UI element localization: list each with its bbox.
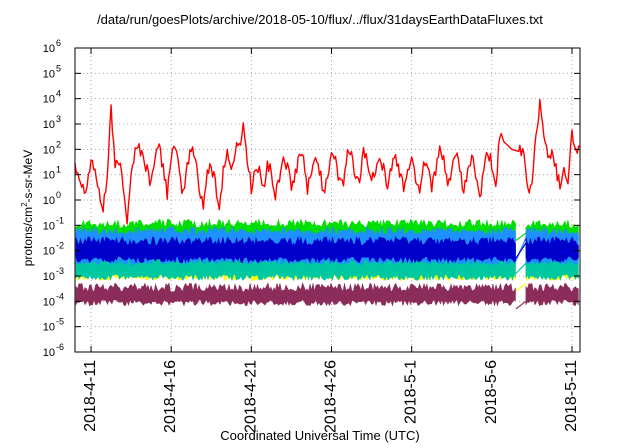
y-tick-base: 10	[43, 195, 55, 207]
y-tick-label: 10 -2	[43, 241, 64, 258]
y-tick-exp: 1	[56, 165, 61, 175]
y-tick-label: 10 3	[43, 114, 61, 131]
y-tick-base: 10	[43, 322, 55, 334]
y-tick-base: 10	[43, 246, 55, 258]
y-tick-label: 10 -3	[43, 266, 64, 283]
flux-band-gap-3	[515, 232, 527, 242]
y-tick-exp: 0	[56, 190, 61, 200]
flux-band-0	[75, 282, 516, 307]
x-tick-label: 2018-5-6	[483, 360, 500, 424]
flux-bands	[75, 218, 579, 310]
flux-line-6	[74, 98, 581, 225]
y-tick-base: 10	[43, 94, 55, 106]
y-tick-exp: 4	[56, 89, 61, 99]
y-tick-label: 10 -4	[43, 291, 64, 308]
flux-band-gap-0	[515, 300, 527, 310]
y-tick-base: 10	[43, 119, 55, 131]
x-axis-label: Coordinated Universal Time (UTC)	[220, 428, 420, 443]
y-tick-label: 10 6	[43, 38, 61, 55]
y-tick-label: 10 2	[43, 139, 61, 156]
y-tick-label: 10 -5	[43, 317, 64, 334]
x-tick-label: 2018-4-16	[162, 360, 179, 433]
chart-title: /data/run/goesPlots/archive/2018-05-10/f…	[97, 12, 543, 27]
y-tick-base: 10	[43, 144, 55, 156]
x-tick-label: 2018-4-26	[323, 360, 340, 433]
y-tick-label: 10 -1	[43, 215, 64, 232]
grid	[75, 48, 580, 352]
y-tick-base: 10	[43, 220, 55, 232]
flux-band-gap-5	[515, 242, 527, 259]
flux-band-5	[525, 236, 579, 264]
y-tick-exp: 6	[56, 38, 61, 48]
y-tick-exp: 3	[56, 114, 61, 124]
y-tick-label: 10 -6	[43, 342, 64, 359]
y-tick-exp: -6	[56, 342, 64, 352]
x-ticks: 2018-4-11 2018-4-16 2018-4-21 2018-4-26 2018…	[82, 48, 580, 433]
y-tick-exp: -2	[56, 241, 64, 251]
y-tick-base: 10	[43, 43, 55, 55]
flux-band-5	[75, 236, 516, 264]
y-ticks: 10 -610 -510 -410 -310 -210 -110 010 110 210 310 41…	[43, 38, 580, 359]
flux-band-gap-2	[515, 262, 527, 274]
y-tick-label: 10 4	[43, 89, 61, 106]
y-tick-exp: 5	[56, 63, 61, 73]
y-tick-label: 10 1	[43, 165, 61, 182]
y-tick-base: 10	[43, 170, 55, 182]
flux-band-gap-4	[515, 237, 527, 262]
y-tick-label: 10 0	[43, 190, 61, 207]
y-tick-exp: 2	[56, 139, 61, 149]
flux-band-0	[525, 282, 579, 307]
x-tick-label: 2018-5-11	[563, 360, 580, 432]
y-tick-exp: -1	[56, 215, 64, 225]
y-tick-base: 10	[43, 68, 55, 80]
y-tick-exp: -4	[56, 291, 64, 301]
y-tick-base: 10	[43, 271, 55, 283]
x-tick-label: 2018-5-1	[403, 360, 420, 424]
flux-band-gap-1	[515, 283, 527, 292]
y-tick-base: 10	[43, 296, 55, 308]
x-tick-label: 2018-4-11	[82, 360, 99, 432]
x-tick-label: 2018-4-21	[242, 360, 259, 433]
y-tick-label: 10 5	[43, 63, 61, 80]
y-tick-exp: -5	[56, 317, 64, 327]
y-tick-exp: -3	[56, 266, 64, 276]
y-tick-base: 10	[43, 347, 55, 359]
flux-lines	[74, 98, 581, 225]
